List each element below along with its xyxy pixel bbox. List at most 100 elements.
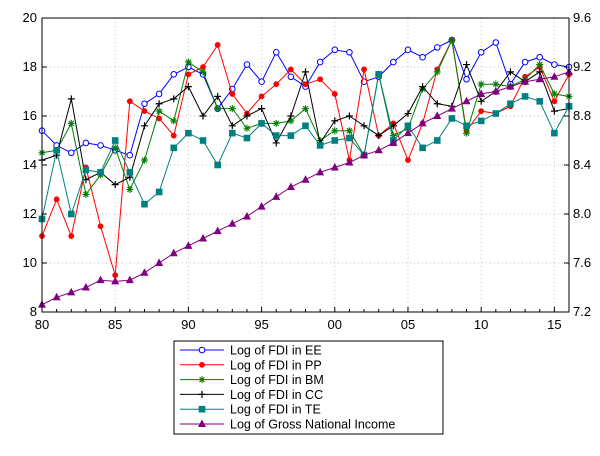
series-4-point (126, 169, 134, 176)
series-5-point (111, 276, 120, 285)
series-5-point (67, 287, 76, 296)
series-group (37, 36, 574, 308)
series-4-point (448, 115, 456, 122)
series-5-point (52, 292, 61, 301)
series-3-point (111, 181, 119, 189)
series-5-point (403, 128, 413, 137)
series-3-point (375, 132, 383, 140)
series-3-point (155, 100, 163, 108)
series-2-point (287, 117, 295, 125)
legend-item-1-marker (199, 361, 205, 368)
y-left-tick-label: 12 (23, 206, 37, 221)
series-0-point (170, 71, 178, 78)
series-0-point (155, 90, 163, 98)
series-0-point (346, 49, 353, 56)
legend-item-3: Log of FDI in CC (180, 388, 323, 402)
series-5-point (360, 150, 369, 159)
series-0-point (477, 49, 485, 56)
series-5-point (198, 233, 208, 242)
series-5-point (272, 192, 281, 200)
series-5-point (301, 175, 310, 183)
series-4-point (375, 71, 382, 78)
y-right-tick-label: 9.2 (573, 59, 591, 74)
series-3-point (67, 95, 75, 103)
series-1-point (126, 98, 133, 105)
series-2-point (492, 80, 500, 88)
legend-item-5-label: Log of Gross National Income (230, 418, 395, 432)
series-3-point (302, 68, 309, 76)
legend-item-5-marker (197, 419, 207, 427)
y-left-tick-label: 20 (23, 10, 37, 25)
series-4-point (404, 122, 412, 130)
series-2-point (448, 36, 456, 44)
series-0-point (331, 46, 339, 54)
series-2-point (184, 58, 192, 66)
legend-item-4-marker (198, 405, 206, 413)
series-0-group (38, 36, 573, 159)
series-5-point (550, 72, 559, 80)
series-5-point (433, 111, 442, 119)
series-1-point (287, 66, 294, 73)
series-4-point (331, 137, 339, 144)
series-0-point (272, 49, 280, 56)
series-2-point (243, 124, 251, 132)
series-3-point (82, 176, 90, 184)
x-tick-label: 10 (474, 317, 488, 332)
series-4-point (97, 169, 104, 176)
y-left-tick-label: 10 (23, 255, 37, 270)
series-0-point (97, 142, 104, 149)
series-5-point (257, 202, 266, 210)
series-0-point (404, 46, 412, 54)
grid (41, 17, 569, 313)
series-3-point (331, 117, 339, 125)
x-tick-label: 80 (35, 317, 49, 332)
legend-item-0-label: Log of FDI in EE (230, 344, 322, 358)
series-2-point (111, 144, 119, 152)
series-4-point (229, 129, 236, 137)
series-5-point (447, 104, 456, 112)
series-5-point (374, 145, 383, 154)
series-2-point (433, 68, 441, 76)
series-4-point (316, 142, 324, 149)
y-right-tick-label: 8.8 (573, 108, 591, 123)
series-4-point (141, 200, 148, 208)
series-4-point (67, 210, 75, 218)
legend-item-4-label: Log of FDI in TE (230, 403, 321, 417)
series-4-point (419, 144, 426, 152)
legend-item-2-label: Log of FDI in BM (230, 373, 324, 387)
series-5-point (316, 167, 325, 176)
legend-item-1-label: Log of FDI in PP (230, 358, 322, 372)
series-0-point (390, 58, 397, 66)
series-4-point (507, 100, 514, 108)
series-4-point (477, 117, 485, 125)
x-tick-label: 05 (401, 317, 415, 332)
series-1-point (170, 132, 177, 139)
series-5-point (330, 162, 339, 171)
series-0-point (316, 58, 324, 66)
y-right-tick-label: 7.6 (573, 255, 591, 270)
series-3-point (287, 112, 295, 120)
y-right-tick-label: 7.2 (573, 304, 591, 319)
series-4-point (433, 137, 441, 144)
series-3-point (199, 112, 207, 120)
series-5-point (140, 268, 149, 276)
series-5-point (491, 86, 500, 95)
series-0-point (492, 39, 500, 46)
series-0-point (243, 61, 251, 68)
series-5-point (96, 275, 105, 284)
series-5-point (521, 77, 530, 85)
series-4-point (111, 137, 119, 144)
series-0-line (41, 39, 570, 156)
series-3-point (170, 95, 178, 103)
series-3-point (184, 83, 192, 91)
series-1-point (361, 66, 367, 73)
series-5-point (242, 211, 251, 220)
series-3-point (214, 92, 222, 100)
y-right-tick-label: 8.0 (573, 206, 591, 221)
series-2-point (82, 190, 90, 198)
y-left-tick-label: 8 (30, 304, 37, 319)
series-3-point (550, 107, 558, 115)
series-2-point (67, 119, 75, 127)
legend-item-3-label: Log of FDI in CC (230, 388, 323, 402)
series-4-point (287, 132, 295, 139)
